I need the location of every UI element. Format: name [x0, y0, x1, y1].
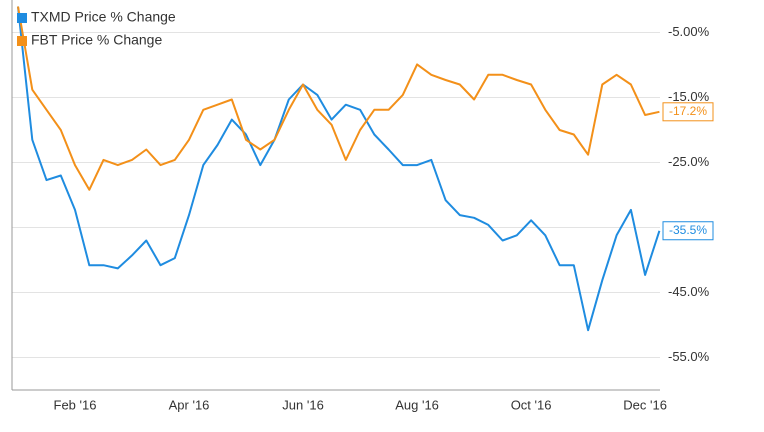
value-label-box — [662, 102, 714, 122]
y-tick-label: -25.0% — [668, 154, 710, 169]
legend-label: TXMD Price % Change — [31, 9, 176, 25]
value-label-box — [662, 221, 714, 241]
x-tick-label: Aug '16 — [395, 397, 439, 412]
legend-label: FBT Price % Change — [31, 32, 162, 48]
value-label: -17.2% — [669, 104, 707, 118]
line-series — [17, 6, 661, 332]
x-tick-label: Oct '16 — [511, 397, 552, 412]
legend-swatch — [17, 36, 27, 46]
x-tick-label: Feb '16 — [54, 397, 97, 412]
x-tick-label: Apr '16 — [169, 397, 210, 412]
value-label: -35.5% — [669, 223, 707, 237]
y-tick-label: -5.00% — [668, 24, 710, 39]
legend-swatch — [17, 13, 27, 23]
y-tick-label: -45.0% — [668, 284, 710, 299]
x-tick-label: Jun '16 — [282, 397, 324, 412]
x-tick-label: Dec '16 — [623, 397, 667, 412]
line-series — [17, 6, 660, 191]
y-tick-label: -55.0% — [668, 349, 710, 364]
y-tick-label: -15.0% — [668, 89, 710, 104]
